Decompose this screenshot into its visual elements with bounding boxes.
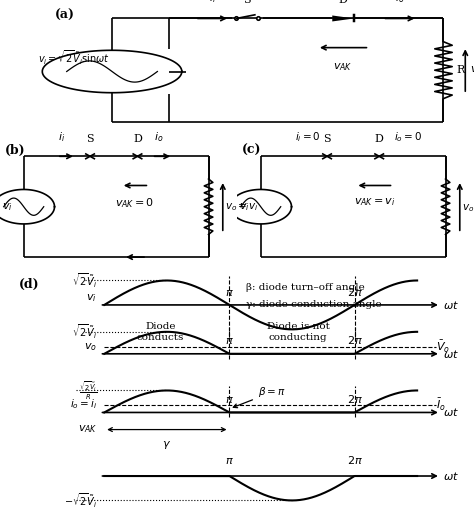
Text: D: D <box>339 0 347 5</box>
Polygon shape <box>332 16 354 21</box>
Text: R: R <box>456 65 465 75</box>
Text: $v_i$: $v_i$ <box>239 201 250 213</box>
Text: $\omega t$: $\omega t$ <box>443 470 459 482</box>
Text: $\sqrt{2}\tilde{V}_i$: $\sqrt{2}\tilde{V}_i$ <box>72 322 97 341</box>
Text: $\gamma$: $\gamma$ <box>162 439 172 451</box>
Text: $v_{AK} = v_i$: $v_{AK} = v_i$ <box>354 196 395 208</box>
Text: $v_{AK}$: $v_{AK}$ <box>78 424 97 435</box>
Text: $\omega t$: $\omega t$ <box>443 407 459 419</box>
Text: Diode
conducts: Diode conducts <box>137 322 184 342</box>
Text: $\pi$: $\pi$ <box>225 336 234 346</box>
Text: $v_o = 0$: $v_o = 0$ <box>462 200 474 214</box>
Text: S: S <box>86 134 94 145</box>
Text: $v_i$: $v_i$ <box>86 292 97 304</box>
Text: $-\sqrt{2}\tilde{V}_i$: $-\sqrt{2}\tilde{V}_i$ <box>64 491 97 510</box>
Text: (c): (c) <box>242 145 261 158</box>
Text: $i_i$: $i_i$ <box>209 0 216 5</box>
Text: $v_o$: $v_o$ <box>470 64 474 76</box>
Text: $\pi$: $\pi$ <box>225 395 234 405</box>
Text: $2\pi$: $2\pi$ <box>346 454 363 466</box>
Text: $\pi$: $\pi$ <box>225 456 234 466</box>
Text: $v_{AK}$: $v_{AK}$ <box>333 61 353 73</box>
Text: $\sqrt{2}\tilde{V}_i$: $\sqrt{2}\tilde{V}_i$ <box>72 271 97 290</box>
Text: $\beta{=}\pi$: $\beta{=}\pi$ <box>233 385 286 408</box>
Text: Diode is not
conducting: Diode is not conducting <box>267 322 330 342</box>
Text: $v_o$: $v_o$ <box>84 341 97 353</box>
Text: $i_o$: $i_o$ <box>154 131 164 145</box>
Text: $v_o = v_i$: $v_o = v_i$ <box>225 201 259 213</box>
Text: S: S <box>244 0 251 5</box>
Text: $\bar{I}_o$: $\bar{I}_o$ <box>436 397 446 413</box>
Text: $i_o{=}i_i$: $i_o{=}i_i$ <box>70 397 97 411</box>
Text: $i_i = 0$: $i_i = 0$ <box>295 131 321 145</box>
Text: $v_i$: $v_i$ <box>2 201 13 213</box>
Text: (a): (a) <box>55 9 75 22</box>
Text: (d): (d) <box>19 278 40 291</box>
Text: $v_i{=}\sqrt{2}\tilde{V}_i\mathrm{sin}\omega t$: $v_i{=}\sqrt{2}\tilde{V}_i\mathrm{sin}\o… <box>38 49 109 68</box>
Text: γ: diode conduction angle: γ: diode conduction angle <box>246 300 382 309</box>
Text: S: S <box>323 134 331 145</box>
Text: D: D <box>375 134 383 145</box>
Text: β: diode turn–off angle: β: diode turn–off angle <box>246 283 365 292</box>
Text: $2\pi$: $2\pi$ <box>346 334 363 346</box>
Text: $\omega t$: $\omega t$ <box>443 348 459 360</box>
Text: $\omega t$: $\omega t$ <box>443 299 459 311</box>
Text: $i_i$: $i_i$ <box>58 131 65 145</box>
Text: $i_o = 0$: $i_o = 0$ <box>393 131 422 145</box>
Text: $v_{AK} = 0$: $v_{AK} = 0$ <box>116 196 155 210</box>
Text: $\bar{V}_o$: $\bar{V}_o$ <box>436 339 450 355</box>
Text: D: D <box>133 134 142 145</box>
Text: $2\pi$: $2\pi$ <box>346 393 363 405</box>
Text: $\pi$: $\pi$ <box>225 288 234 297</box>
Text: (b): (b) <box>5 145 26 158</box>
Text: $2\pi$: $2\pi$ <box>346 285 363 297</box>
Text: $i_o$: $i_o$ <box>395 0 405 5</box>
Text: $\frac{\sqrt{2}\tilde{V}_i}{R}$: $\frac{\sqrt{2}\tilde{V}_i}{R}$ <box>79 379 97 402</box>
